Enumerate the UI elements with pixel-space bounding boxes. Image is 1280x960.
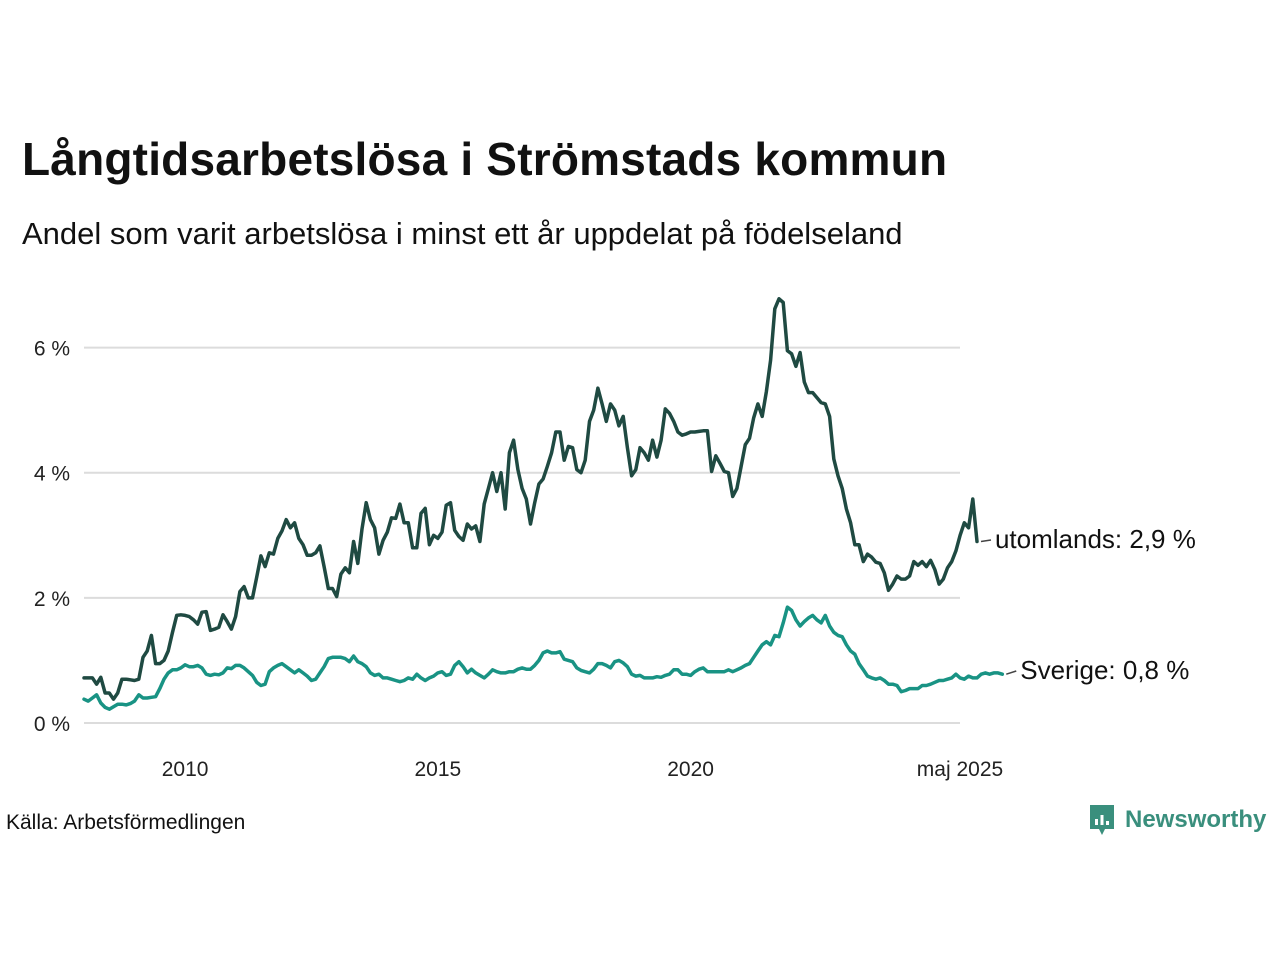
brand-logo: Newsworthy: [1088, 803, 1266, 837]
series-end-label-sverige: Sverige: 0,8 %: [1020, 655, 1189, 685]
series-line-utomlands: [82, 297, 979, 701]
x-axis-ticks: 2010 2015 2020 maj 2025: [162, 758, 1003, 781]
line-chart: 0 % 2 % 4 % 6 % 2010 2015 2020 maj 2025 utomla…: [34, 297, 1196, 781]
grid-lines: [84, 346, 960, 724]
series-end-labels: utomlands: 2,9 % Sverige: 0,8 %: [980, 524, 1196, 685]
chart-subtitle: Andel som varit arbetslösa i minst ett å…: [22, 216, 903, 251]
y-tick-label: 0 %: [34, 713, 70, 736]
x-tick-label: 2020: [667, 758, 714, 781]
y-axis-ticks: 0 % 2 % 4 % 6 %: [34, 338, 70, 736]
series-label-connector: [980, 539, 992, 543]
x-tick-label: maj 2025: [917, 758, 1003, 781]
y-tick-label: 4 %: [34, 463, 70, 486]
y-tick-label: 2 %: [34, 588, 70, 611]
series-label-connector: [1006, 670, 1017, 675]
brand-name: Newsworthy: [1125, 806, 1267, 833]
x-tick-label: 2010: [162, 758, 209, 781]
series-line-sverige: [82, 605, 1005, 711]
y-tick-label: 6 %: [34, 338, 70, 361]
source-note: Källa: Arbetsförmedlingen: [6, 811, 246, 834]
series-lines: [82, 297, 1005, 711]
series-end-label-utomlands: utomlands: 2,9 %: [995, 524, 1196, 554]
newsworthy-logo-icon: [1090, 805, 1114, 835]
x-tick-label: 2015: [414, 758, 461, 781]
chart-title: Långtidsarbetslösa i Strömstads kommun: [22, 133, 948, 185]
